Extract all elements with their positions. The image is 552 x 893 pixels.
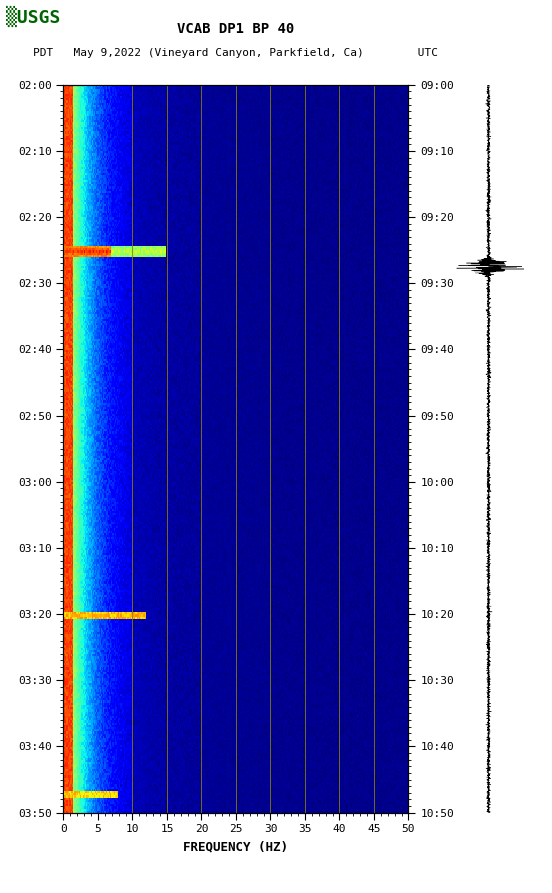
Text: PDT   May 9,2022 (Vineyard Canyon, Parkfield, Ca)        UTC: PDT May 9,2022 (Vineyard Canyon, Parkfie…: [34, 48, 438, 58]
Text: ▒USGS: ▒USGS: [6, 6, 60, 28]
Text: VCAB DP1 BP 40: VCAB DP1 BP 40: [177, 21, 295, 36]
X-axis label: FREQUENCY (HZ): FREQUENCY (HZ): [183, 840, 289, 853]
